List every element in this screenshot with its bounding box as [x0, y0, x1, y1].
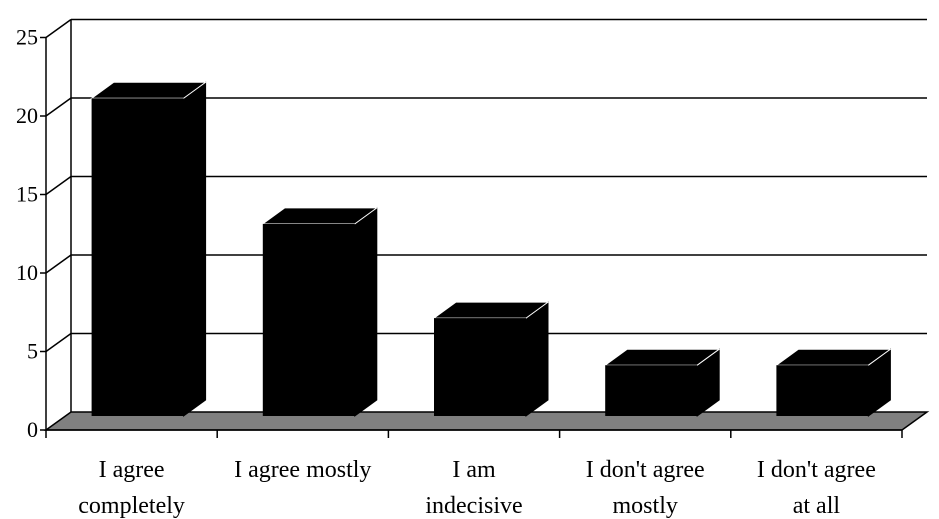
grid-connector-10: [45, 254, 72, 274]
bar-1: [261, 206, 379, 417]
x-tick-label-0-0: I agree: [99, 457, 165, 483]
x-tick-label-4-1: at all: [793, 493, 841, 519]
bar-3: [603, 348, 721, 417]
x-tick-label-3-1: mostly: [613, 493, 678, 519]
y-tick-label-0: 0: [27, 417, 38, 442]
y-tick-label-15: 15: [16, 182, 38, 207]
grid-connector-25: [45, 18, 72, 39]
bar-front-4: [776, 365, 869, 416]
y-tick-label-5: 5: [27, 339, 38, 364]
bar-side-0: [183, 81, 207, 417]
grid-connector-5: [45, 332, 72, 353]
x-tick-label-3-0: I don't agree: [586, 457, 705, 483]
bar-front-0: [91, 98, 184, 417]
x-tick-label-2-1: indecisive: [425, 493, 522, 519]
x-tick-label-4-0: I don't agree: [757, 457, 876, 483]
y-tick-label-10: 10: [16, 260, 38, 285]
bar-4: [774, 348, 892, 417]
bar-front-2: [434, 318, 526, 416]
bar-front-3: [605, 365, 698, 416]
bar-2: [432, 301, 550, 417]
bar-0: [90, 81, 208, 417]
x-tick-label-1-0: I agree mostly: [234, 457, 371, 483]
y-tick-label-20: 20: [16, 103, 38, 128]
x-tick-label-0-1: completely: [78, 493, 185, 519]
y-tick-label-25: 25: [16, 25, 38, 50]
bar-front-1: [262, 223, 355, 416]
grid-connector-15: [45, 175, 72, 196]
grid-connector-20: [45, 97, 72, 117]
bar-side-1: [354, 206, 378, 417]
bar-side-2: [525, 301, 549, 417]
x-tick-label-2-0: I am: [452, 457, 496, 483]
